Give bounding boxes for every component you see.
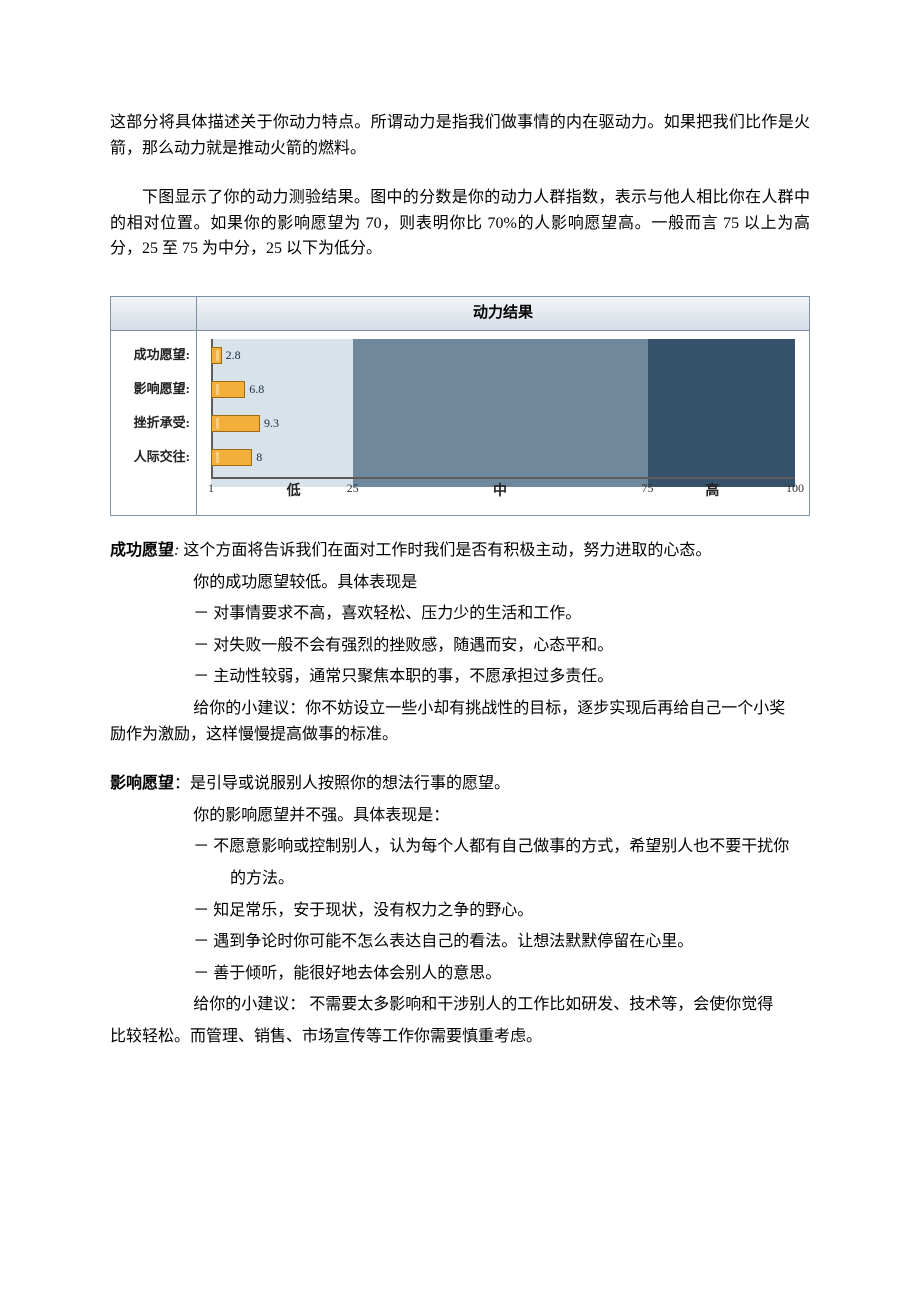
- chart-bar-2: [211, 415, 260, 432]
- chart-tick-1: 25: [347, 479, 359, 498]
- chart-bar-value-0: 2.8: [226, 346, 241, 365]
- section-2-intro: 你的影响愿望并不强。具体表现是：: [110, 803, 810, 829]
- chart-bar-row-0: 2.8: [211, 345, 795, 366]
- chart-title-left-spacer: [111, 297, 197, 330]
- chart-ylabel-3: 人际交往:: [111, 447, 196, 481]
- intro-para-1: 这部分将具体描述关于你动力特点。所谓动力是指我们做事情的内在驱动力。如果把我们比…: [110, 110, 810, 161]
- section-2-bullet-1-cont: 的方法。: [110, 866, 810, 892]
- chart-plot-area: 2.8 6.89.38 1 25 75 100 低 中 高: [197, 331, 809, 515]
- section-2-advice-cont: 比较轻松。而管理、销售、市场宣传等工作你需要慎重考虑。: [110, 1024, 810, 1050]
- chart-title: 动力结果: [197, 297, 809, 330]
- section-1-intro: 你的成功愿望较低。具体表现是: [110, 570, 810, 596]
- section-1-label: 成功愿望: [110, 542, 174, 559]
- chart-bar-row-3: 8: [211, 447, 795, 468]
- section-2-lead: 是引导或说服别人按照你的想法行事的愿望。: [190, 775, 510, 792]
- intro-para-2: 下图显示了你的动力测验结果。图中的分数是你的动力人群指数，表示与他人相比你在人群…: [110, 185, 810, 262]
- chart-ylabel-0: 成功愿望:: [111, 345, 196, 379]
- section-1-bullet-3: － 主动性较弱，通常只聚焦本职的事，不愿承担过多责任。: [110, 664, 810, 690]
- chart-ylabel-2: 挫折承受:: [111, 413, 196, 447]
- chart-zone-label-1: 中: [493, 481, 507, 503]
- section-2-bullet-2: － 知足常乐，安于现状，没有权力之争的野心。: [110, 898, 810, 924]
- chart-bar-value-1: 6.8: [249, 380, 264, 399]
- section-2-bullet-1-text: － 不愿意影响或控制别人，认为每个人都有自己做事的方式，希望别人也不要干扰你: [193, 838, 789, 855]
- section-1-advice: 给你的小建议：你不妨设立一些小却有挑战性的目标，逐步实现后再给自己一个小奖: [110, 696, 810, 722]
- chart-tick-0: 1: [208, 479, 214, 498]
- chart-bar-1: [211, 381, 245, 398]
- chart-zone-label-2: 高: [705, 481, 719, 503]
- section-2-bullet-4: － 善于倾听，能很好地去体会别人的意思。: [110, 961, 810, 987]
- section-1-advice-text: 给你的小建议：你不妨设立一些小却有挑战性的目标，逐步实现后再给自己一个小奖: [193, 700, 785, 717]
- section-1-bullet-2: － 对失败一般不会有强烈的挫败感，随遇而安，心态平和。: [110, 633, 810, 659]
- section-2-colon: ：: [174, 775, 190, 792]
- section-2-bullet-3: － 遇到争论时你可能不怎么表达自己的看法。让想法默默停留在心里。: [110, 929, 810, 955]
- section-1-advice-cont: 励作为激励，这样慢慢提高做事的标准。: [110, 722, 810, 748]
- chart-tick-4: 100: [786, 479, 804, 498]
- chart-bar-row-1: 6.8: [211, 379, 795, 400]
- chart-bar-value-3: 8: [256, 448, 262, 467]
- chart-tick-3: 75: [642, 479, 654, 498]
- section-2-bullet-1: － 不愿意影响或控制别人，认为每个人都有自己做事的方式，希望别人也不要干扰你: [110, 834, 810, 860]
- chart-bar-3: [211, 449, 252, 466]
- section-2-advice-text: 给你的小建议： 不需要太多影响和干涉别人的工作比如研发、技术等，会使你觉得: [193, 996, 773, 1013]
- chart-zone-label-0: 低: [287, 481, 301, 503]
- section-2-heading: 影响愿望：是引导或说服别人按照你的想法行事的愿望。: [110, 771, 810, 797]
- chart-x-axis: [211, 477, 795, 479]
- section-2-label: 影响愿望: [110, 775, 174, 792]
- section-1-lead: 这个方面将告诉我们在面对工作时我们是否有积极主动，努力进取的心态。: [179, 542, 711, 559]
- chart-ylabel-1: 影响愿望:: [111, 379, 196, 413]
- motivation-chart: 动力结果 成功愿望:影响愿望:挫折承受:人际交往: 2.8 6.89.38 1 25…: [110, 296, 810, 516]
- section-2-advice: 给你的小建议： 不需要太多影响和干涉别人的工作比如研发、技术等，会使你觉得: [110, 992, 810, 1018]
- chart-bar-value-2: 9.3: [264, 414, 279, 433]
- chart-bar-0: [211, 347, 222, 364]
- chart-bar-row-2: 9.3: [211, 413, 795, 434]
- section-1-bullet-1: － 对事情要求不高，喜欢轻松、压力少的生活和工作。: [110, 601, 810, 627]
- section-1-heading: 成功愿望: 这个方面将告诉我们在面对工作时我们是否有积极主动，努力进取的心态。: [110, 538, 810, 564]
- chart-y-labels: 成功愿望:影响愿望:挫折承受:人际交往:: [111, 331, 197, 515]
